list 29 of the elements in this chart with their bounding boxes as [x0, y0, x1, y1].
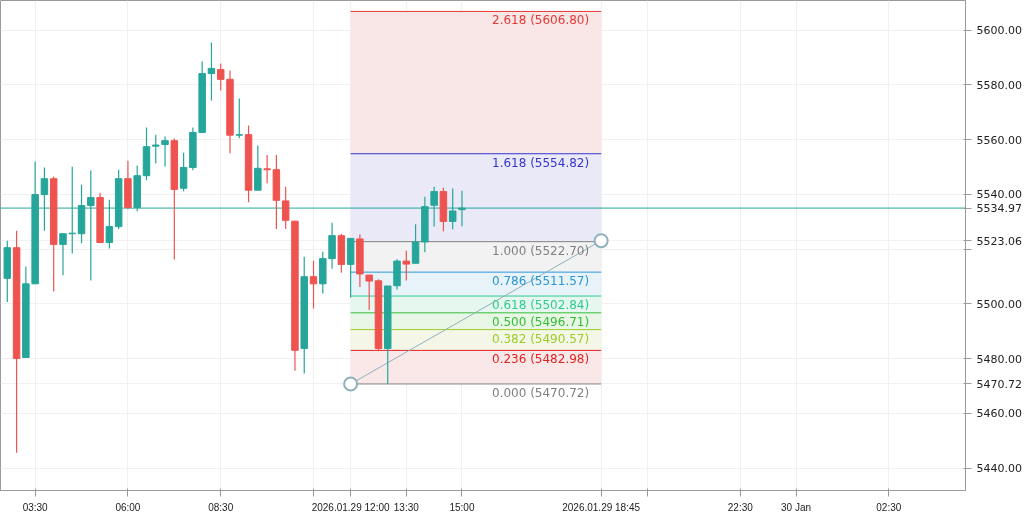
x-tick-label: 2026.01.29 18:45 — [562, 501, 641, 513]
y-tick-label: 5600.00 — [976, 24, 1022, 38]
series-label: 0.500 (5496.71) — [492, 314, 590, 329]
x-tick-label: 13:30 — [393, 501, 420, 513]
y-tick-label: 5460.00 — [976, 407, 1022, 421]
y-tick-label: 5523.06 — [976, 234, 1022, 248]
y-tick-label: 5500.00 — [976, 297, 1022, 311]
x-tick-label: 08:30 — [208, 501, 234, 513]
series-label: 0.786 (5511.57) — [492, 274, 590, 289]
y-tick-label: 5560.00 — [976, 133, 1022, 147]
y-tick-label: 5580.00 — [976, 78, 1022, 92]
series-label: 1.618 (5554.82) — [492, 155, 590, 170]
series-label: 0.000 (5470.72) — [492, 385, 590, 400]
x-tick-label: 06:00 — [115, 501, 141, 513]
x-tick-label: 22:30 — [727, 501, 754, 513]
series-label: 0.236 (5482.98) — [492, 352, 590, 367]
x-tick-label: 02:30 — [876, 501, 902, 513]
y-tick-label: 5440.00 — [976, 462, 1022, 476]
series-label: 0.618 (5502.84) — [492, 298, 590, 313]
ref-line-label: 5534.97 — [976, 202, 1022, 216]
x-tick-label: 03:30 — [22, 501, 49, 513]
x-tick-label: 2026.01.29 12:00 — [311, 501, 390, 513]
y-tick-label: 5480.00 — [976, 352, 1022, 366]
series-label: 2.618 (5606.80) — [492, 13, 590, 28]
y-tick-label: 5540.00 — [976, 188, 1022, 202]
series-label: 0.382 (5490.57) — [492, 331, 590, 346]
y-tick-label: 5470.72 — [976, 377, 1022, 391]
x-tick-label: 15:00 — [449, 501, 475, 513]
x-tick-label: 30 Jan — [780, 501, 812, 513]
